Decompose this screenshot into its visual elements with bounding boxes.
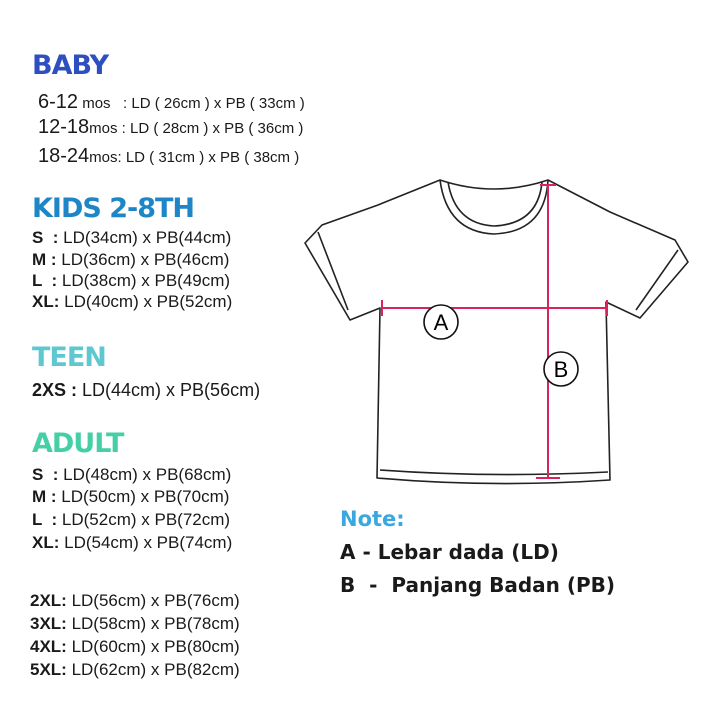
label-a-circle [423, 304, 459, 340]
size: 2XL: [30, 591, 67, 610]
size: 4XL: [30, 637, 67, 656]
unit: mos: [89, 149, 122, 166]
kids-row: XL: LD(40cm) x PB(52cm) [32, 292, 232, 312]
adult-heading: ADULT [32, 428, 124, 459]
teen-row: 2XS : LD(44cm) x PB(56cm) [32, 380, 260, 401]
note-a: A - Lebar dada (LD) [340, 540, 559, 564]
measure: LD(50cm) x PB(70cm) [56, 487, 230, 506]
age: 6-12 [38, 91, 79, 113]
baby-heading: BABY [32, 50, 109, 81]
size: 2XS : [32, 380, 78, 400]
adult-row: 3XL: LD(58cm) x PB(78cm) [30, 614, 240, 634]
label-a: A [434, 310, 449, 335]
kids-heading: KIDS 2-8TH [32, 193, 195, 224]
measure: LD(56cm) x PB(76cm) [66, 591, 240, 610]
measure: LD(54cm) x PB(74cm) [59, 533, 233, 552]
measure: LD(52cm) x PB(72cm) [57, 510, 231, 529]
adult-row: XL: LD(54cm) x PB(74cm) [32, 533, 232, 553]
size: 3XL: [30, 614, 67, 633]
size: L : [32, 510, 58, 529]
age: 18-24 [38, 145, 90, 167]
size: XL: [32, 533, 60, 552]
size: 5XL: [30, 660, 67, 679]
baby-row: 12-18mos : LD ( 28cm ) x PB ( 36cm ) [38, 116, 303, 139]
measure: LD(44cm) x PB(56cm) [77, 380, 261, 400]
measure: LD(34cm) x PB(44cm) [58, 228, 232, 247]
size: L : [32, 271, 58, 290]
size: M : [32, 487, 57, 506]
size: S : [32, 465, 59, 484]
unit: mos [82, 95, 111, 112]
size: M : [32, 250, 57, 269]
adult-row: 2XL: LD(56cm) x PB(76cm) [30, 591, 240, 611]
adult-row: 4XL: LD(60cm) x PB(80cm) [30, 637, 240, 657]
measure: : LD ( 26cm ) x PB ( 33cm ) [118, 95, 305, 112]
kids-row: S : LD(34cm) x PB(44cm) [32, 228, 231, 248]
teen-heading: TEEN [32, 342, 107, 373]
measure-lines [381, 184, 608, 479]
adult-row: 5XL: LD(62cm) x PB(82cm) [30, 660, 240, 680]
unit: mos [89, 120, 118, 137]
tshirt-outline [304, 179, 689, 485]
note-b: B - Panjang Badan (PB) [340, 573, 616, 597]
label-b-circle [543, 351, 579, 387]
adult-row: L : LD(52cm) x PB(72cm) [32, 510, 230, 530]
measure: : LD ( 28cm ) x PB ( 36cm ) [117, 120, 304, 137]
measure: LD(36cm) x PB(46cm) [56, 250, 230, 269]
size: S : [32, 228, 59, 247]
measure: LD(48cm) x PB(68cm) [58, 465, 232, 484]
note-title: Note: [340, 507, 405, 531]
kids-row: L : LD(38cm) x PB(49cm) [32, 271, 230, 291]
baby-row: 18-24mos: LD ( 31cm ) x PB ( 38cm ) [38, 145, 299, 168]
age: 12-18 [38, 116, 90, 138]
measure: LD(62cm) x PB(82cm) [66, 660, 240, 679]
measure: LD(38cm) x PB(49cm) [57, 271, 231, 290]
measure: LD(40cm) x PB(52cm) [59, 292, 233, 311]
baby-row: 6-12 mos : LD ( 26cm ) x PB ( 33cm ) [38, 91, 305, 114]
adult-row: M : LD(50cm) x PB(70cm) [32, 487, 229, 507]
measure: LD(58cm) x PB(78cm) [66, 614, 240, 633]
kids-row: M : LD(36cm) x PB(46cm) [32, 250, 229, 270]
label-b: B [554, 357, 569, 382]
measure: LD(60cm) x PB(80cm) [66, 637, 240, 656]
measure: LD ( 31cm ) x PB ( 38cm ) [121, 149, 300, 166]
size: XL: [32, 292, 60, 311]
adult-row: S : LD(48cm) x PB(68cm) [32, 465, 231, 485]
